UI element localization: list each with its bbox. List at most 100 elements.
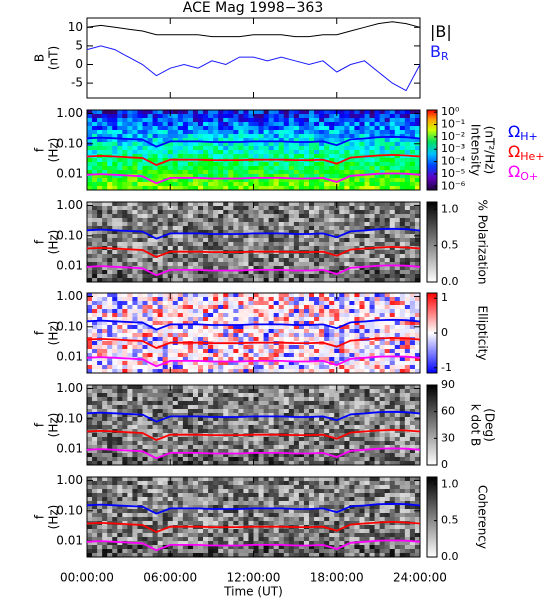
spectrogram-cell [409,250,416,255]
spectrogram-cell [374,262,381,267]
spectrogram-cell [203,202,209,207]
spectrogram-cell [182,150,189,155]
spectrogram-cell [162,214,169,219]
spectrogram-cell [359,210,365,215]
spectrogram-cell [404,234,411,239]
spectrogram-cell [293,365,300,370]
spectrogram-cell [172,150,179,155]
spectrogram-cell [102,413,108,418]
spectrogram-cell [404,138,411,143]
spectrogram-cell [238,178,244,183]
spectrogram-cell [172,186,179,191]
spectrogram-cell [248,134,254,139]
spectrogram-cell [122,385,128,390]
spectrogram-cell [394,150,401,155]
spectrogram-cell [142,142,148,147]
spectrogram-cell [354,397,360,402]
spectrogram-cell [253,413,259,418]
spectrogram-cell [248,242,254,247]
spectrogram-cell [399,242,406,247]
spectrogram-cell [162,345,169,350]
spectrogram-cell [182,222,189,227]
spectrogram-cell [399,305,406,310]
spectrogram-cell [218,397,224,402]
spectrogram-cell [127,222,133,227]
spectrogram-cell [117,138,123,143]
spectrogram-cell [364,266,370,271]
spectrogram-cell [92,274,98,279]
spectrogram-cell [228,150,234,155]
spectrogram-cell [394,126,401,131]
spectrogram-cell [142,401,148,406]
spectrogram-cell [102,274,108,279]
spectrogram-cell [192,162,199,167]
spectrogram-cell [374,110,381,115]
spectrogram-cell [182,118,189,123]
spectrogram-cell [339,234,345,239]
spectrogram-cell [344,254,350,259]
spectrogram-cell [187,321,194,326]
spectrogram-cell [278,293,285,298]
spectrogram-cell [203,357,209,362]
spectrogram-cell [203,242,209,247]
spectrogram-cell [268,170,275,175]
spectrogram-cell [414,222,421,227]
spectrogram-cell [298,202,305,207]
spectrogram-cell [258,114,264,119]
spectrogram-cell [238,218,244,223]
spectrogram-cell [384,182,391,187]
spectrogram-cell [157,150,164,155]
spectrogram-image [87,293,421,374]
spectrogram-cell [278,202,285,207]
spectrogram-cell [203,150,209,155]
spectrogram-cell [97,393,103,398]
spectrogram-cell [122,146,128,151]
spectrogram-cell [117,325,123,330]
spectrogram-cell [107,297,113,302]
spectrogram-cell [198,301,204,306]
spectrogram-cell [147,321,153,326]
spectrogram-cell [157,274,164,279]
spectrogram-cell [177,258,184,263]
spectrogram-cell [329,305,335,310]
spectrogram-cell [293,301,300,306]
spectrogram-cell [238,254,244,259]
spectrogram-cell [389,254,396,259]
spectrogram-cell [339,130,345,135]
spectrogram-cell [384,369,391,374]
spectrogram-cell [182,417,189,422]
spectrogram-cell [92,353,98,358]
spectrogram-cell [107,218,113,223]
spectrogram-cell [127,186,133,191]
spectrogram-cell [167,417,174,422]
spectrogram-cell [374,226,381,231]
spectrogram-cell [394,182,401,187]
spectrogram-cell [157,417,164,422]
spectrogram-cell [384,210,391,215]
spectrogram-cell [218,222,224,227]
spectrogram-cell [137,313,143,318]
spectrogram-cell [288,297,295,302]
spectrogram-cell [127,321,133,326]
spectrogram-cell [273,421,280,426]
spectrogram-cell [107,166,113,171]
spectrogram-cell [389,118,396,123]
spectrogram-cell [339,238,345,243]
spectrogram-cell [278,270,285,275]
spectrogram-cell [288,210,295,215]
spectrogram-cell [107,385,113,390]
spectrogram-cell [228,218,234,223]
spectrogram-cell [414,405,421,410]
spectrogram-cell [177,385,184,390]
spectrogram-cell [314,270,320,275]
spectrogram-cell [349,389,355,394]
spectrogram-cell [243,130,249,135]
spectrogram-cell [303,118,310,123]
spectrogram-cell [142,274,148,279]
spectrogram-cell [167,305,174,310]
spectrogram-cell [339,353,345,358]
spectrogram-cell [208,274,214,279]
spectrogram-cell [233,270,239,275]
spectrogram-cell [243,329,249,334]
spectrogram-cell [132,365,138,370]
